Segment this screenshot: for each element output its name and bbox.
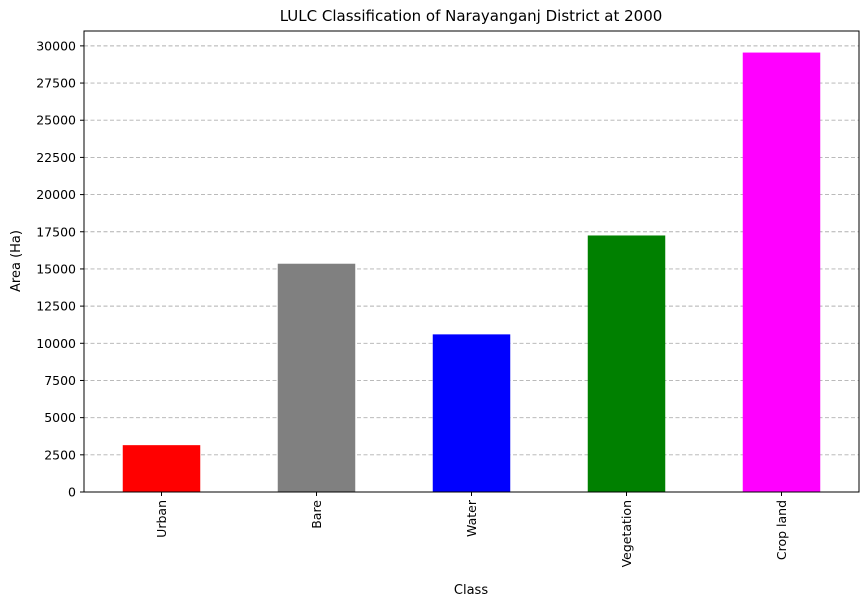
y-tick-label-0: 0 bbox=[68, 485, 76, 500]
y-tick-label-3: 7500 bbox=[44, 373, 76, 388]
y-axis-title: Area (Ha) bbox=[9, 230, 24, 292]
y-tick-label-5: 12500 bbox=[36, 299, 76, 314]
x-tick-label-4: Crop land bbox=[774, 500, 789, 560]
x-axis-ticks: Urban Bare Water Vegetation Crop land bbox=[154, 492, 789, 567]
x-tick-label-1: Bare bbox=[309, 500, 324, 529]
y-tick-label-9: 22500 bbox=[36, 150, 76, 165]
y-tick-label-4: 10000 bbox=[36, 336, 76, 351]
y-tick-label-8: 20000 bbox=[36, 187, 76, 202]
x-tick-label-3: Vegetation bbox=[619, 500, 634, 567]
bar-urban bbox=[122, 445, 201, 492]
y-tick-label-2: 5000 bbox=[44, 410, 76, 425]
y-tick-label-10: 25000 bbox=[36, 113, 76, 128]
chart-title: LULC Classification of Narayanganj Distr… bbox=[280, 7, 663, 25]
x-axis-title: Class bbox=[454, 583, 488, 598]
y-tick-label-11: 27500 bbox=[36, 76, 76, 91]
y-axis-ticks: 0 2500 5000 7500 10000 12500 15000 17500 20000 22… bbox=[36, 38, 84, 500]
bars bbox=[122, 52, 821, 493]
y-tick-label-1: 2500 bbox=[44, 447, 76, 462]
y-tick-label-12: 30000 bbox=[36, 38, 76, 53]
bar-water bbox=[432, 334, 511, 492]
bar-vegetation bbox=[587, 235, 666, 492]
y-tick-label-7: 17500 bbox=[36, 224, 76, 239]
x-tick-label-2: Water bbox=[464, 499, 479, 537]
y-tick-label-6: 15000 bbox=[36, 261, 76, 276]
bar-crop-land bbox=[742, 52, 821, 493]
x-tick-label-0: Urban bbox=[154, 500, 169, 538]
bar-bare bbox=[277, 263, 356, 492]
